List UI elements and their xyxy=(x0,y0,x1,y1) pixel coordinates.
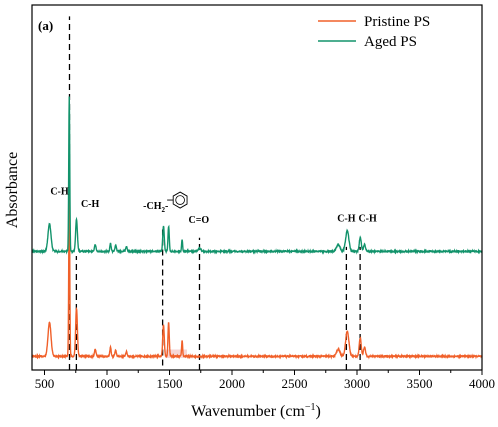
x-tick-label-2500: 2500 xyxy=(282,376,308,391)
x-tick-label-500: 500 xyxy=(35,376,55,391)
x-axis-title-main: Wavenumber (cm xyxy=(191,403,305,420)
x-axis-ticks: 500 1000 1500 2000 2500 3000 3500 4000 xyxy=(35,370,495,391)
peak-label-ch2: -CH2- xyxy=(143,201,168,214)
series-lines xyxy=(31,96,483,360)
x-tick-label-1000: 1000 xyxy=(94,376,120,391)
x-axis-title-close: ) xyxy=(316,403,321,420)
peak-label-ch-2922: C-H xyxy=(337,214,356,225)
x-tick-label-1500: 1500 xyxy=(157,376,183,391)
legend-label-aged: Aged PS xyxy=(364,34,417,50)
y-axis-title: Absorbance xyxy=(4,152,21,228)
benzene-ring-icon xyxy=(167,191,188,209)
highlight-band xyxy=(165,349,187,358)
peak-label-ch-756: C-H xyxy=(81,199,100,210)
x-axis-title: Wavenumber (cm−1) xyxy=(191,402,321,420)
peak-label-ch-3026: C-H xyxy=(358,214,377,225)
x-tick-label-3000: 3000 xyxy=(344,376,370,391)
x-tick-label-2000: 2000 xyxy=(219,376,245,391)
panel-label: (a) xyxy=(38,18,53,33)
series-line-pristine xyxy=(31,191,483,360)
x-axis-title-sup: −1 xyxy=(305,402,316,413)
x-tick-label-3500: 3500 xyxy=(407,376,433,391)
plot-frame xyxy=(31,4,483,371)
x-tick-label-4000: 4000 xyxy=(469,376,495,391)
reference-lines xyxy=(68,16,361,370)
legend: Pristine PS Aged PS xyxy=(318,14,430,50)
peak-label-ch-698: C-H xyxy=(50,186,69,197)
legend-label-pristine: Pristine PS xyxy=(364,14,430,30)
peak-annotations: C-HC-H -CH2-C=O C-H C-H xyxy=(50,186,377,226)
series-line-aged xyxy=(31,96,483,255)
peak-label-co: C=O xyxy=(189,215,210,226)
